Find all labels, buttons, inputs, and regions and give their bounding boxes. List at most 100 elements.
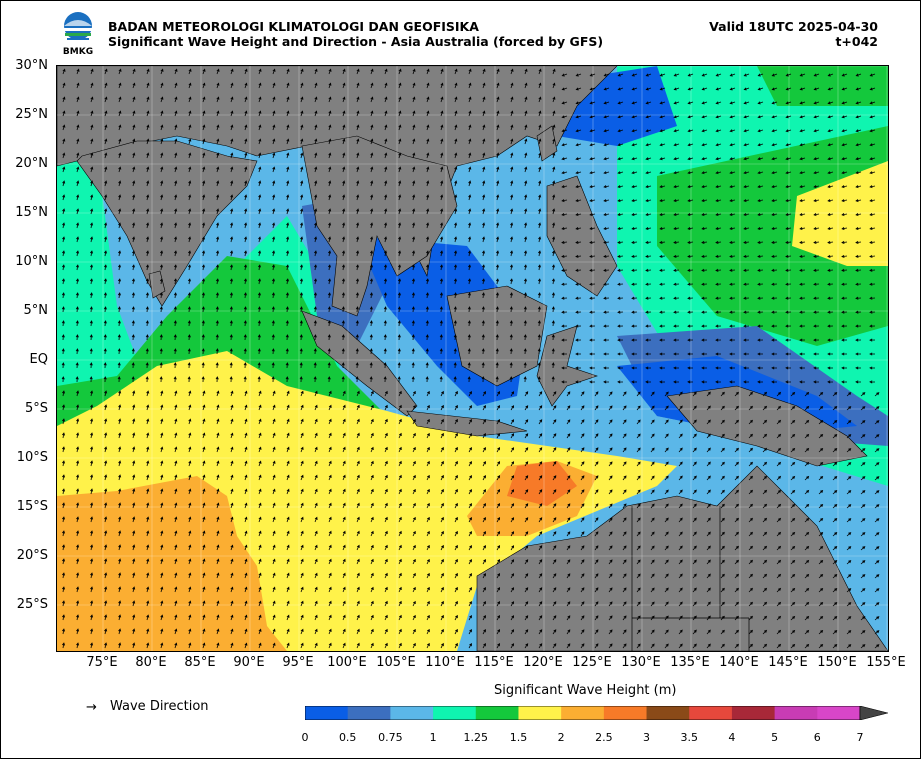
wave-arrow [131,250,136,257]
wave-arrow [785,324,792,328]
wave-arrow [188,642,192,649]
wave-arrow [398,138,402,145]
wave-arrow [496,642,501,649]
wave-arrow [551,306,555,313]
wave-arrow [510,68,514,75]
wave-arrow [454,600,458,607]
wave-arrow [412,530,416,537]
wave-arrow [384,432,388,439]
wave-arrow [659,282,666,286]
wave-arrow [160,642,164,649]
wave-arrow [174,194,178,201]
wave-arrow [860,630,866,635]
wave-arrow [748,545,753,551]
wave-arrow [383,362,387,369]
wave-arrow [603,199,610,203]
wave-arrow [258,530,262,537]
wave-arrow [608,391,613,397]
colorbar-tick-label: 7 [856,731,864,744]
wave-arrow [785,143,792,147]
wave-arrow [300,404,304,411]
wave-arrow [188,432,192,439]
wave-arrow [687,101,694,105]
wave-arrow [286,236,290,243]
wave-arrow [813,338,820,342]
wave-arrow [61,572,66,579]
wave-arrow [874,602,880,607]
wave-arrow [594,643,599,649]
wave-arrow [300,166,304,173]
wave-arrow [229,250,234,257]
wave-arrow [482,68,486,75]
wave-arrow [785,226,792,230]
wave-arrow [286,460,290,467]
wave-arrow [510,475,515,481]
wave-arrow [617,310,624,314]
wave-arrow [314,404,318,411]
wave-arrow [313,348,317,355]
wave-arrow [61,404,66,411]
wave-arrow [785,254,792,258]
wave-arrow [743,352,749,356]
wave-arrow [481,376,485,383]
latitude-label: EQ [29,352,48,367]
wave-arrow [869,212,876,217]
wave-arrow [174,152,178,159]
wave-arrow [75,278,79,285]
wave-arrow [258,124,262,131]
wave-arrow [482,194,486,201]
wave-arrow [552,419,557,425]
wave-arrow [257,292,261,299]
wave-arrow [328,558,332,565]
wave-arrow [76,82,80,89]
wave-direction-arrow-icon: → [86,700,97,715]
wave-arrow [398,68,402,75]
wave-arrow [659,73,666,77]
wave-arrow [300,544,304,551]
wave-arrow [846,490,852,495]
wave-arrow [537,278,541,285]
wave-arrow [75,348,79,355]
wave-arrow [510,110,514,117]
wave-arrow [229,320,233,327]
wave-arrow [673,212,680,217]
wave-arrow [561,380,568,384]
wave-arrow [229,264,233,271]
wave-arrow [90,614,94,621]
colorbar-tick-label: 6 [813,731,821,744]
wave-arrow [132,166,136,173]
wave-arrow [300,474,304,481]
wave-arrow [855,338,862,342]
wave-arrow [118,418,122,425]
wave-arrow [468,222,472,229]
wave-arrow [258,628,262,635]
wave-arrow [90,194,94,201]
wave-arrow [552,475,557,481]
wave-arrow [314,68,318,75]
wave-arrow [580,517,585,523]
wave-arrow [398,474,402,481]
wave-arrow [216,404,220,411]
wave-arrow [132,432,136,439]
wave-arrow [104,110,108,117]
wave-arrow [383,334,387,341]
wave-arrow [425,306,429,313]
wave-arrow [104,124,108,131]
wave-arrow [412,474,416,481]
wave-arrow [272,236,276,243]
wave-arrow [729,171,736,175]
wave-arrow [860,392,866,397]
wave-arrow [678,433,683,439]
wave-arrow [603,366,610,370]
wave-arrow [804,461,810,467]
map-subtitle: Significant Wave Height and Direction - … [108,34,604,49]
wave-arrow [678,587,683,593]
wave-arrow [832,462,838,467]
wave-arrow [313,264,317,271]
wave-arrow [524,587,529,593]
wave-arrow [454,82,458,89]
wave-arrow [356,432,360,439]
wave-arrow [159,320,163,327]
wave-arrow [827,129,834,133]
wave-arrow [523,362,527,369]
